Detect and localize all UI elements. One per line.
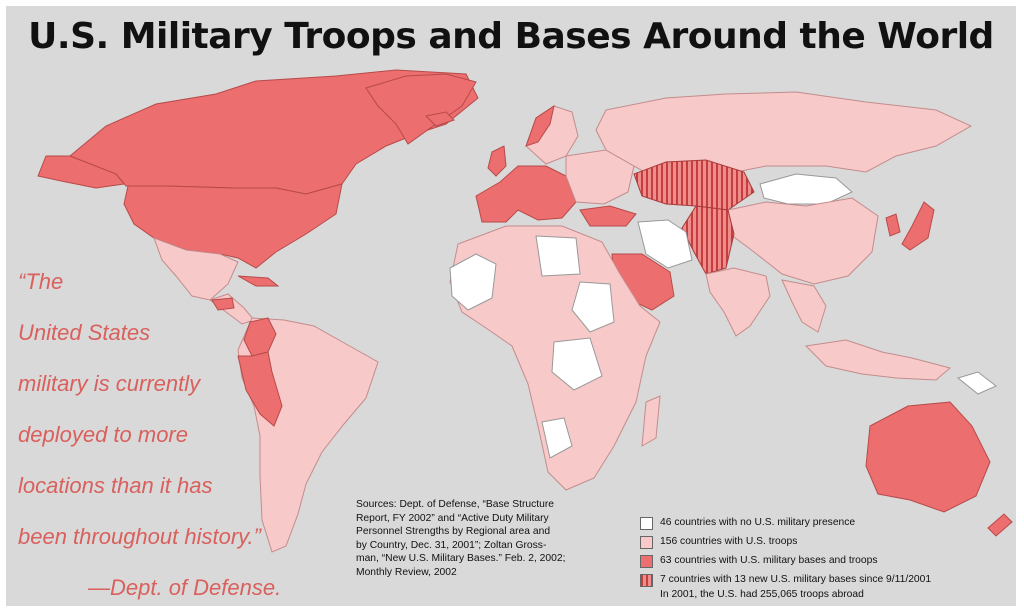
country-libya — [535, 235, 581, 277]
sources-line: Personnel Strengths by Regional area and — [356, 526, 551, 538]
quote-line: military is currently — [18, 371, 201, 396]
legend-label: 156 countries with U.S. troops — [660, 536, 798, 547]
country-honduras — [211, 297, 235, 311]
country-southeast-asia — [781, 279, 827, 333]
sources-line: Monthly Review, 2002 — [356, 566, 457, 578]
country-china — [727, 197, 879, 285]
legend-item: 7 countries with 13 new U.S. military ba… — [640, 573, 1016, 592]
country-alaska — [37, 155, 125, 189]
sources-note: Sources: Dept. of Defense, “Base Structu… — [356, 498, 618, 580]
quote-line: been throughout history.” — [18, 524, 261, 549]
country-mexico — [153, 237, 239, 301]
troops-total-note: In 2001, the U.S. had 255,065 troops abr… — [660, 589, 864, 600]
country-cuba — [237, 275, 280, 287]
sources-line: Sources: Dept. of Defense, “Base Structu… — [356, 499, 555, 510]
legend-item: 63 countries with U.S. military bases an… — [640, 554, 1016, 573]
country-turkey — [579, 205, 637, 227]
page-title: U.S. Military Troops and Bases Around th… — [28, 16, 994, 57]
quote-line: locations than it has — [18, 473, 213, 498]
country-australia — [865, 401, 991, 513]
legend-item: 156 countries with U.S. troops — [640, 535, 1016, 554]
country-new-zealand — [987, 513, 1013, 537]
country-ecuador-peru — [237, 351, 283, 427]
country-west-africa-none — [449, 253, 497, 311]
country-india — [705, 267, 771, 337]
country-central-asia — [681, 205, 735, 275]
country-iceland — [424, 111, 455, 127]
quote-attribution: —Dept. of Defense. — [88, 575, 282, 600]
country-sudan — [571, 281, 615, 333]
legend-item: 46 countries with no U.S. military prese… — [640, 516, 1016, 535]
map-legend: 46 countries with no U.S. military prese… — [640, 516, 1016, 600]
country-madagascar — [641, 395, 661, 447]
quote-line: “The — [18, 269, 64, 294]
sources-line: Report, FY 2002” and “Active Duty Milita… — [356, 512, 549, 524]
legend-swatch-bases — [640, 555, 653, 568]
map-frame: U.S. Military Troops and Bases Around th… — [6, 6, 1016, 606]
legend-swatch-troops — [640, 536, 653, 549]
country-norway — [525, 104, 555, 147]
country-indonesia — [804, 339, 952, 381]
sources-line: by Country, Dec. 31, 2001”; Zoltan Gross… — [356, 539, 547, 551]
country-kazakhstan — [633, 159, 755, 211]
legend-label: 7 countries with 13 new U.S. military ba… — [660, 574, 932, 585]
world-map — [37, 69, 1013, 553]
legend-swatch-no-presence — [640, 517, 653, 530]
country-congo — [551, 337, 603, 391]
country-western-europe — [475, 165, 577, 223]
country-angola — [541, 417, 573, 459]
legend-swatch-new-bases — [640, 574, 653, 587]
quote-line: United States — [18, 320, 151, 345]
legend-label: 63 countries with U.S. military bases an… — [660, 555, 878, 566]
legend-label: 46 countries with no U.S. military prese… — [660, 517, 856, 528]
quote-line: deployed to more — [18, 422, 188, 447]
country-japan — [901, 201, 935, 251]
country-korea — [885, 213, 901, 237]
country-uk — [487, 145, 507, 177]
country-iran — [637, 219, 693, 269]
sources-line: man, “New U.S. Military Bases.” Feb. 2, … — [356, 553, 566, 565]
dod-quote: “The United States military is currently… — [18, 256, 318, 606]
country-papua-new-guinea — [956, 371, 997, 395]
country-mongolia — [759, 173, 853, 205]
